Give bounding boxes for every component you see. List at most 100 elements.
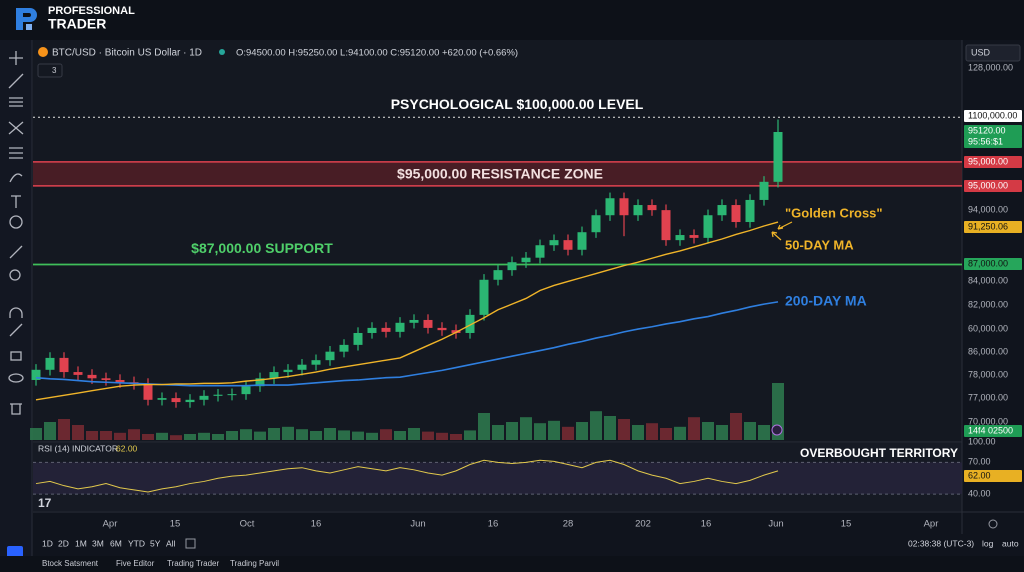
volume-bar [114, 432, 126, 440]
tool-zoom[interactable] [9, 269, 21, 281]
tv-watermark: 17 [38, 496, 52, 510]
tool-eye[interactable] [8, 373, 24, 383]
volume-bar [58, 419, 70, 440]
logo-mark [26, 24, 32, 30]
settings-icon[interactable] [988, 519, 998, 529]
candle-body [381, 327, 391, 332]
candle-body [731, 205, 741, 223]
timeframe-button[interactable]: 1D [42, 538, 53, 548]
price-label-box [964, 221, 1022, 233]
tool-fib[interactable] [9, 97, 23, 107]
volume-bar [450, 434, 462, 440]
annotation: PSYCHOLOGICAL $100,000.00 LEVEL [391, 96, 644, 112]
candle-body [619, 198, 629, 216]
bottom-tab[interactable]: Five Editor [116, 559, 155, 568]
tool-lock-draw[interactable] [9, 323, 23, 337]
tool-trendline[interactable] [8, 73, 24, 89]
tool-projection[interactable] [9, 147, 23, 159]
volume-bar [688, 417, 700, 440]
scale-button[interactable]: auto [1002, 538, 1019, 548]
candle-body [675, 235, 685, 241]
tool-text[interactable] [11, 195, 21, 208]
timeframe-button[interactable]: 2D [58, 538, 69, 548]
time-axis-label: Jun [768, 519, 783, 530]
indicator-toggle[interactable] [37, 63, 63, 78]
price-axis-label: 84,000.00 [968, 275, 1008, 285]
price-axis-label: 78,000.00 [968, 369, 1008, 379]
time-axis-label: Apr [103, 519, 118, 530]
tool-magnet[interactable] [9, 307, 23, 318]
candle-body [451, 330, 461, 333]
time-axis-label: 16 [701, 519, 712, 530]
brand-bottom: TRADER [48, 16, 106, 32]
timeframe-button[interactable]: 3M [92, 538, 104, 548]
candle-body [367, 327, 377, 333]
volume-bar [464, 430, 476, 440]
currency-select[interactable] [965, 44, 1021, 62]
volume-bar [198, 432, 210, 440]
symbol-title[interactable]: BTC/USD · Bitcoin US Dollar · 1D [52, 48, 202, 59]
tool-lock[interactable] [10, 351, 22, 361]
volume-bar [30, 428, 42, 440]
candle-body [563, 240, 573, 250]
rsi-band [33, 462, 962, 495]
volume-bar [268, 428, 280, 440]
time-axis-label: Jun [410, 519, 425, 530]
date-range-icon[interactable] [185, 538, 196, 549]
volume-bar [142, 434, 154, 440]
candle-body [157, 398, 167, 400]
tool-icons [8, 51, 24, 415]
clock: 02:38:38 (UTC-3) [908, 538, 974, 548]
price-axis-label: 14f4 02500 [968, 425, 1013, 435]
price-label-box [964, 125, 1022, 137]
timeframe-button[interactable]: All [166, 538, 176, 548]
volume-bar [128, 429, 140, 440]
tool-emoji[interactable] [9, 215, 23, 229]
tool-pattern[interactable] [8, 121, 24, 135]
time-axis-label: 16 [488, 519, 499, 530]
volume-bar [44, 422, 56, 440]
tool-crosshair[interactable] [9, 51, 23, 65]
time-axis-label: 28 [563, 519, 574, 530]
price-axis-label: 62.00 [968, 470, 991, 480]
tool-trash[interactable] [10, 403, 22, 415]
candle-body [115, 379, 125, 383]
candle-body [661, 210, 671, 241]
price-axis-label: 87,000.00 [968, 258, 1008, 268]
timeframe-button[interactable]: YTD [128, 538, 145, 548]
candle-body [185, 399, 195, 403]
price-axis-label: 1100,000.00 [968, 110, 1017, 120]
timeframe-button[interactable]: 6M [110, 538, 122, 548]
candle-body [647, 205, 657, 211]
tool-brush[interactable] [9, 173, 23, 183]
candle-body [213, 394, 223, 396]
time-axis-label: 15 [841, 519, 852, 530]
volume-bar [100, 431, 112, 440]
volume-bar [548, 420, 560, 440]
volume-bar [632, 425, 644, 440]
volume-bar [226, 431, 238, 440]
candle-body [311, 360, 321, 365]
candle-body [745, 199, 755, 223]
timeframe-button[interactable]: 1M [75, 538, 87, 548]
brand-top: PROFESSIONAL [48, 5, 135, 17]
volume-bar [338, 430, 350, 440]
header-bar [0, 0, 1024, 40]
left-toolbar [0, 40, 32, 572]
timeframe-button[interactable]: 5Y [150, 538, 161, 548]
volume-bar [758, 425, 770, 440]
rsi-annotation: OVERBOUGHT TERRITORY [800, 446, 958, 460]
bottom-tab[interactable]: Trading Trader [167, 559, 220, 568]
candle-body [101, 378, 111, 380]
bottom-tab[interactable]: Btock Satsment [42, 559, 99, 568]
volume-bar [352, 431, 364, 440]
volume-bar [282, 426, 294, 440]
candle-body [423, 319, 433, 328]
volume-bar [422, 431, 434, 440]
tool-ruler[interactable] [9, 245, 23, 259]
scale-button[interactable]: log [982, 538, 994, 548]
candle-body [59, 357, 69, 373]
bottom-tab[interactable]: Trading Parvil [230, 559, 279, 568]
candle-body [689, 235, 699, 238]
candle-body [717, 205, 727, 216]
